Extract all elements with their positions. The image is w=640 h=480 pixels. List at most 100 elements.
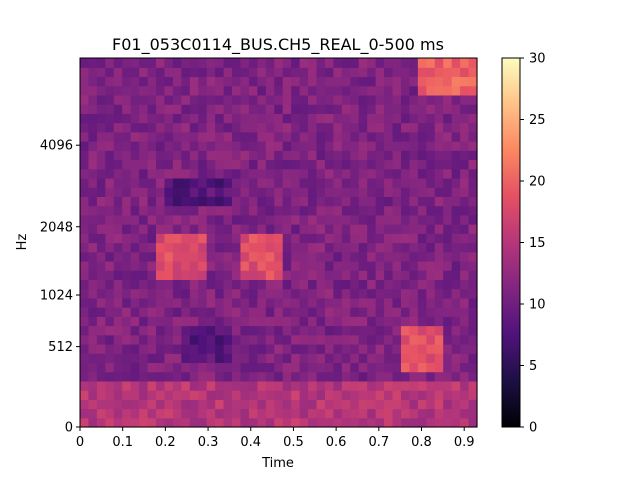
heatmap-cell xyxy=(122,242,132,253)
heatmap-cell xyxy=(392,362,402,373)
heatmap-cell xyxy=(324,196,335,207)
heatmap-cell xyxy=(409,316,419,327)
heatmap-cell xyxy=(350,270,360,280)
heatmap-cell xyxy=(147,76,157,87)
heatmap-cell xyxy=(417,67,427,78)
heatmap-cell xyxy=(172,325,182,336)
heatmap-cell xyxy=(122,297,132,308)
heatmap-cell xyxy=(434,131,444,142)
heatmap-cell xyxy=(299,279,309,290)
heatmap-cell xyxy=(105,362,115,373)
heatmap-cell xyxy=(384,288,394,299)
heatmap-cell xyxy=(206,316,216,327)
heatmap-cell xyxy=(88,353,98,364)
heatmap-cell xyxy=(88,242,98,253)
heatmap-cell xyxy=(80,307,90,317)
heatmap-cell xyxy=(333,177,343,188)
heatmap-cell xyxy=(299,417,309,428)
heatmap-cell xyxy=(265,94,275,105)
heatmap-cell xyxy=(172,187,182,197)
heatmap-cell xyxy=(316,353,326,364)
heatmap-cell xyxy=(316,67,326,78)
heatmap-cell xyxy=(80,251,90,262)
heatmap-cell xyxy=(147,297,157,308)
heatmap-cell xyxy=(384,214,394,225)
heatmap-cell xyxy=(384,371,394,382)
heatmap-cell xyxy=(434,122,444,133)
heatmap-cell xyxy=(257,242,267,253)
heatmap-cell xyxy=(164,187,174,197)
heatmap-cell xyxy=(400,113,411,124)
heatmap-cell xyxy=(215,316,225,327)
heatmap-cell xyxy=(215,353,225,364)
heatmap-cell xyxy=(341,288,351,299)
heatmap-cell xyxy=(392,260,402,271)
heatmap-cell xyxy=(96,141,106,151)
heatmap-cell xyxy=(316,242,326,253)
heatmap-cell xyxy=(291,399,301,410)
heatmap-cell xyxy=(384,242,394,253)
heatmap-cell xyxy=(443,67,453,78)
heatmap-cell xyxy=(248,417,258,428)
heatmap-cell xyxy=(291,297,301,308)
heatmap-cell xyxy=(80,94,90,105)
heatmap-cell xyxy=(232,159,242,170)
heatmap-cell xyxy=(384,131,394,142)
heatmap-cell xyxy=(139,94,149,105)
heatmap-cell xyxy=(392,67,402,78)
heatmap-cell xyxy=(257,168,267,179)
heatmap-cell xyxy=(88,325,98,336)
heatmap-cell xyxy=(333,150,343,161)
heatmap-cell xyxy=(240,325,250,336)
heatmap-cell xyxy=(400,371,411,382)
heatmap-cell xyxy=(80,399,90,410)
heatmap-cell xyxy=(358,371,368,382)
heatmap-cell xyxy=(257,131,267,142)
heatmap-cell xyxy=(274,279,284,290)
heatmap-cell xyxy=(417,279,427,290)
heatmap-cell xyxy=(443,159,453,170)
heatmap-cell xyxy=(265,233,275,244)
heatmap-cell xyxy=(206,353,216,364)
heatmap-cell xyxy=(172,141,182,151)
heatmap-cell xyxy=(417,58,427,68)
heatmap-cell xyxy=(333,408,343,419)
heatmap-cell xyxy=(460,205,470,216)
heatmap-cell xyxy=(164,251,174,262)
heatmap-cell xyxy=(400,104,411,114)
heatmap-cell xyxy=(299,76,309,87)
heatmap-cell xyxy=(282,371,292,382)
heatmap-cell xyxy=(417,408,427,419)
heatmap-cell xyxy=(130,297,140,308)
heatmap-cell xyxy=(400,205,411,216)
heatmap-cell xyxy=(139,260,149,271)
heatmap-cell xyxy=(460,214,470,225)
heatmap-cell xyxy=(156,307,166,317)
heatmap-cell xyxy=(88,205,98,216)
heatmap-cell xyxy=(198,131,208,142)
heatmap-cell xyxy=(257,371,267,382)
heatmap-cell xyxy=(215,260,225,271)
heatmap-cell xyxy=(130,270,140,280)
heatmap-cell xyxy=(265,159,275,170)
heatmap-cell xyxy=(206,297,216,308)
heatmap-cell xyxy=(96,417,106,428)
heatmap-cell xyxy=(198,224,208,234)
heatmap-cell xyxy=(426,390,436,400)
heatmap-cell xyxy=(189,224,199,234)
heatmap-cell xyxy=(451,67,461,78)
heatmap-cell xyxy=(80,113,90,124)
heatmap-cell xyxy=(341,233,351,244)
heatmap-cell xyxy=(417,205,427,216)
heatmap-cell xyxy=(122,399,132,410)
heatmap-cell xyxy=(434,104,444,114)
heatmap-cell xyxy=(181,177,191,188)
heatmap-cell xyxy=(257,260,267,271)
heatmap-cell xyxy=(172,76,182,87)
heatmap-cell xyxy=(308,279,318,290)
heatmap-cell xyxy=(164,113,174,124)
heatmap-cell xyxy=(248,279,258,290)
colorbar-tick-label: 0 xyxy=(529,421,537,436)
heatmap-cell xyxy=(417,122,427,133)
heatmap-cell xyxy=(375,408,385,419)
